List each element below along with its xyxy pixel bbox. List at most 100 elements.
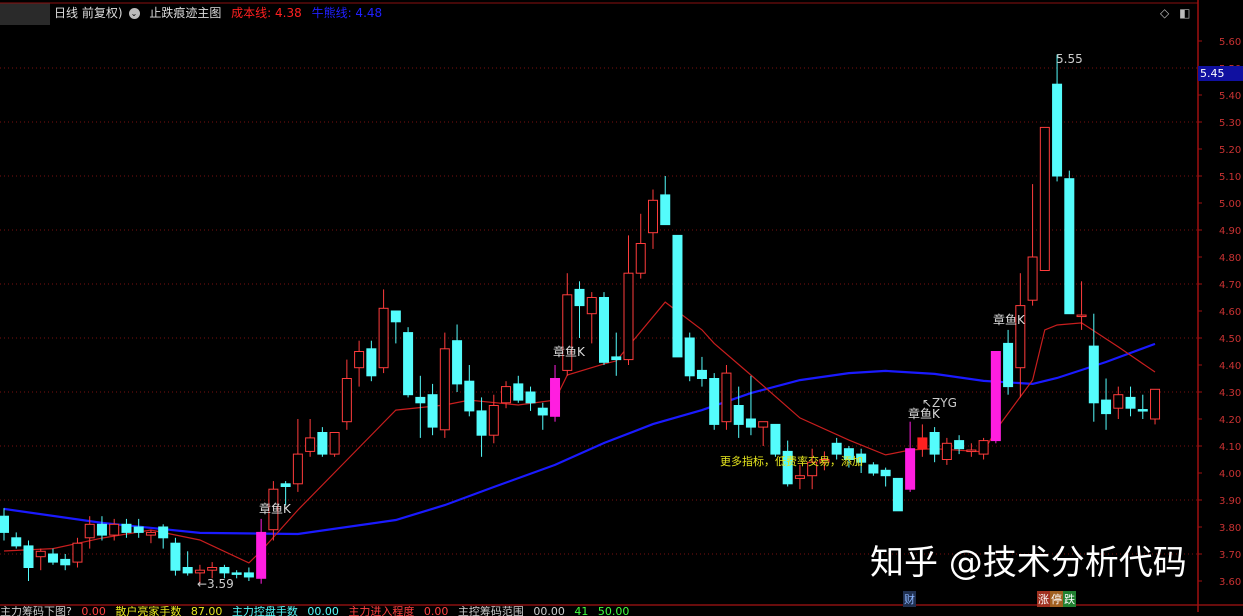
- candle[interactable]: [562, 273, 573, 376]
- candle[interactable]: [390, 310, 401, 344]
- candle[interactable]: [794, 464, 805, 490]
- candle[interactable]: [60, 554, 71, 571]
- candle[interactable]: [733, 386, 744, 438]
- indicator-name[interactable]: 止跌痕迹主图: [149, 6, 222, 20]
- candle[interactable]: [611, 332, 622, 376]
- candle[interactable]: [1076, 281, 1087, 330]
- candle[interactable]: [929, 427, 940, 463]
- candle[interactable]: [770, 423, 781, 457]
- candle[interactable]: [488, 394, 499, 444]
- candle[interactable]: [280, 481, 291, 506]
- candle[interactable]: [709, 373, 720, 430]
- limit-badge[interactable]: 停: [1050, 591, 1063, 607]
- candle[interactable]: [47, 548, 58, 565]
- candle[interactable]: [305, 419, 316, 457]
- candle[interactable]: [292, 419, 303, 492]
- candle[interactable]: [366, 340, 377, 382]
- candle[interactable]: [1064, 170, 1075, 315]
- candle[interactable]: [219, 564, 230, 579]
- candle[interactable]: [599, 292, 610, 365]
- limit-down-badge[interactable]: 跌: [1063, 591, 1076, 607]
- candle[interactable]: [170, 537, 181, 576]
- finance-badge[interactable]: 财: [903, 591, 916, 607]
- candle[interactable]: [1150, 388, 1161, 425]
- candle[interactable]: [378, 289, 389, 374]
- candle[interactable]: [317, 427, 328, 457]
- candle[interactable]: [501, 381, 512, 409]
- candle[interactable]: [672, 234, 683, 358]
- candle[interactable]: [0, 508, 9, 541]
- candle[interactable]: [819, 451, 830, 471]
- candle[interactable]: [109, 518, 120, 541]
- candle[interactable]: [623, 235, 634, 365]
- period-label[interactable]: 日线 前复权): [54, 6, 123, 20]
- candle[interactable]: [868, 462, 879, 476]
- candle[interactable]: [684, 332, 695, 382]
- candle[interactable]: [696, 356, 707, 387]
- candle[interactable]: [256, 518, 267, 584]
- candle[interactable]: [464, 365, 475, 417]
- candle[interactable]: [158, 524, 169, 549]
- candle[interactable]: [207, 562, 218, 579]
- candle[interactable]: [96, 516, 107, 541]
- candle[interactable]: [403, 327, 414, 398]
- candle[interactable]: [782, 440, 793, 487]
- candle[interactable]: [856, 448, 867, 473]
- candle[interactable]: [843, 446, 854, 468]
- candle[interactable]: [966, 443, 977, 457]
- candle[interactable]: [182, 551, 193, 576]
- candle[interactable]: [231, 570, 242, 579]
- candle[interactable]: [954, 435, 965, 455]
- candle[interactable]: [892, 477, 903, 512]
- candle[interactable]: [121, 518, 132, 538]
- candle[interactable]: [525, 386, 536, 411]
- candle[interactable]: [978, 437, 989, 460]
- candle[interactable]: [72, 537, 83, 568]
- candle[interactable]: [268, 481, 279, 541]
- bottom-item[interactable]: 主力筹码下图?: [0, 606, 72, 616]
- promo-link[interactable]: 更多指标，低费率交易，添加: [720, 455, 863, 468]
- candle[interactable]: [1101, 378, 1112, 430]
- candle[interactable]: [145, 529, 156, 544]
- candle[interactable]: [807, 448, 818, 490]
- candle[interactable]: [990, 351, 1001, 444]
- candle[interactable]: [917, 424, 928, 457]
- candle[interactable]: [476, 397, 487, 457]
- candle[interactable]: [1088, 313, 1099, 422]
- candle[interactable]: [1039, 126, 1050, 272]
- candle[interactable]: [831, 437, 842, 460]
- candle[interactable]: [758, 421, 769, 446]
- candle[interactable]: [537, 402, 548, 430]
- candle[interactable]: [84, 516, 95, 549]
- candle[interactable]: [11, 532, 22, 549]
- panel-toggle-icon[interactable]: ◧: [1179, 6, 1191, 20]
- candle[interactable]: [329, 432, 340, 457]
- candle[interactable]: [35, 548, 46, 571]
- candle[interactable]: [550, 365, 561, 422]
- candle[interactable]: [194, 564, 205, 584]
- candle[interactable]: [880, 467, 891, 487]
- candle[interactable]: [427, 383, 438, 436]
- candle[interactable]: [1125, 386, 1136, 417]
- candle[interactable]: [452, 324, 463, 393]
- candle[interactable]: [574, 281, 585, 338]
- candle[interactable]: [660, 176, 671, 226]
- limit-up-badge[interactable]: 涨: [1037, 591, 1050, 607]
- candle[interactable]: [23, 540, 34, 582]
- candle[interactable]: [513, 375, 524, 403]
- candle[interactable]: [586, 292, 597, 344]
- candle[interactable]: [635, 213, 646, 279]
- candle[interactable]: [133, 518, 144, 538]
- candle[interactable]: [1003, 329, 1014, 395]
- candle[interactable]: [647, 189, 658, 249]
- candle[interactable]: [243, 567, 254, 582]
- candle[interactable]: [905, 421, 916, 492]
- candle[interactable]: [1052, 54, 1063, 182]
- candle[interactable]: [941, 437, 952, 465]
- chevron-down-icon[interactable]: ⌄: [128, 8, 140, 19]
- candle[interactable]: [354, 340, 365, 387]
- candle[interactable]: [341, 359, 352, 430]
- candle[interactable]: [1015, 273, 1026, 398]
- candle[interactable]: [1137, 394, 1148, 419]
